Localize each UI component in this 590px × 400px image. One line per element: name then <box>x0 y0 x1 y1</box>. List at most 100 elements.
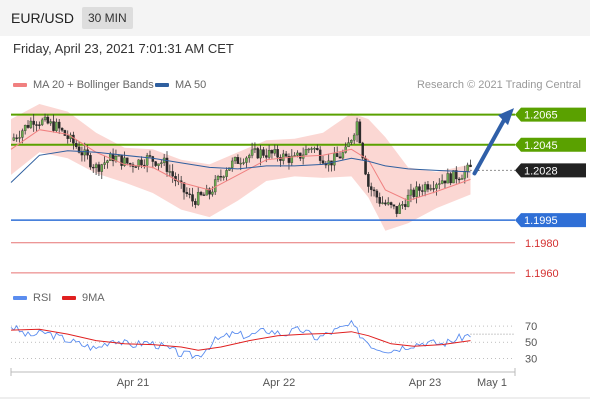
rsi-tick-50: 50 <box>525 337 537 349</box>
candle-down <box>316 148 319 151</box>
candle-down <box>35 124 38 126</box>
candle-up <box>23 124 27 131</box>
candle-down <box>74 143 78 148</box>
candle-down <box>421 190 424 192</box>
candle-up <box>49 121 52 124</box>
9ma-swatch <box>62 296 76 301</box>
forecast-arrow-shaft <box>472 118 506 176</box>
candle-down <box>469 164 472 168</box>
candle-down <box>443 180 447 184</box>
candle-down <box>219 176 223 178</box>
candle-down <box>92 166 95 169</box>
candle-down <box>66 135 69 139</box>
level-tag-1.2065 <box>515 107 586 122</box>
candle-up <box>233 157 237 162</box>
candle-up <box>245 157 248 163</box>
candle-up <box>429 188 433 190</box>
candle-down <box>171 171 174 177</box>
ma50-swatch <box>155 83 169 88</box>
candle-up <box>205 188 208 196</box>
candle-down <box>126 157 129 164</box>
candle-down <box>265 155 268 158</box>
level-label-1.2045: 1.2045 <box>524 140 558 152</box>
candle-down <box>384 202 387 205</box>
candle-up <box>440 180 444 184</box>
candle-down <box>418 186 421 191</box>
candle-up <box>55 121 58 131</box>
candle-down <box>80 152 84 156</box>
candle-up <box>409 189 413 196</box>
candle-down <box>143 164 146 167</box>
candle-up <box>401 204 404 206</box>
forecast-arrow-head <box>498 108 514 126</box>
candle-down <box>412 189 416 197</box>
candle-down <box>284 153 288 157</box>
candle-down <box>369 186 373 190</box>
candle-down <box>449 173 452 184</box>
candle-up <box>463 170 467 179</box>
candle-up <box>438 183 441 185</box>
candle-up <box>117 155 121 157</box>
candle-down <box>372 189 376 192</box>
candle-down <box>338 156 342 159</box>
candle-down <box>367 174 370 187</box>
candle-up <box>253 148 257 151</box>
candle-down <box>134 166 138 168</box>
level-label-1.1995: 1.1995 <box>524 215 558 227</box>
candle-up <box>313 148 316 150</box>
candle-up <box>12 137 16 141</box>
legend-rsi-label: RSI <box>33 292 52 304</box>
candle-up <box>341 152 345 159</box>
candle-up <box>446 173 450 184</box>
rsi-swatch <box>13 296 27 301</box>
candle-up <box>466 164 469 172</box>
candle-down <box>375 190 379 198</box>
candle-up <box>83 149 86 156</box>
credit: Research © 2021 Trading Central <box>416 79 581 91</box>
candle-down <box>358 121 362 144</box>
candle-up <box>103 162 106 165</box>
candle-up <box>94 164 98 168</box>
candle-down <box>199 191 203 195</box>
candle-up <box>145 155 149 166</box>
candle-down <box>262 149 265 156</box>
candle-up <box>398 204 401 214</box>
candle-up <box>225 170 228 177</box>
candle-down <box>120 155 123 166</box>
timeframe-badge[interactable]: 30 MIN <box>82 7 133 29</box>
candle-down <box>188 193 191 196</box>
x-axis-label-apr-23: Apr 23 <box>409 377 441 389</box>
candle-up <box>355 121 359 136</box>
candle-down <box>287 156 291 163</box>
candle-down <box>72 134 75 144</box>
candle-down <box>279 157 282 161</box>
candle-down <box>185 192 189 195</box>
candle-up <box>452 170 455 184</box>
legend-rsi: RSI <box>13 292 51 304</box>
candle-down <box>57 121 61 129</box>
candle-up <box>168 171 172 173</box>
header-bar: EUR/USD 30 MIN <box>0 0 590 36</box>
candle-down <box>256 148 260 159</box>
candle-down <box>276 149 279 158</box>
candle-down <box>395 206 398 214</box>
candle-up <box>106 160 109 163</box>
candle-up <box>160 162 163 164</box>
candle-down <box>236 157 240 164</box>
candle-up <box>273 149 277 154</box>
candle-down <box>148 155 152 157</box>
candle-up <box>296 152 299 156</box>
candle-up <box>248 155 251 159</box>
candle-down <box>299 152 302 159</box>
candle-up <box>350 140 353 143</box>
candle-up <box>352 134 356 141</box>
candle-up <box>304 149 308 156</box>
candle-up <box>423 184 427 192</box>
candle-down <box>457 178 461 181</box>
candle-up <box>157 163 160 166</box>
level-tag-1.2045 <box>515 137 586 152</box>
candle-down <box>191 194 194 202</box>
legend-ma50-label: MA 50 <box>175 79 207 91</box>
x-axis-label-apr-22: Apr 22 <box>263 377 295 389</box>
